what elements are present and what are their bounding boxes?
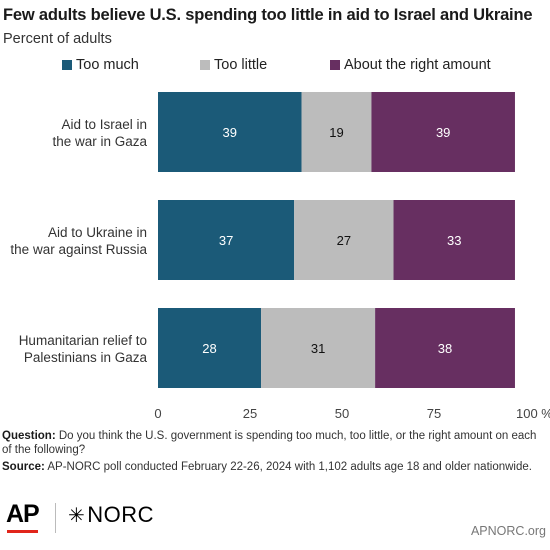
x-tick-label: 75 [427, 406, 441, 421]
legend-swatch-right-amount [330, 60, 340, 70]
bar-segment-too-little [261, 308, 376, 388]
ap-logo-underline [7, 530, 38, 533]
bar-segment-too-much [158, 92, 302, 172]
category-label: Humanitarian relief to [19, 333, 147, 348]
bar-value-label: 19 [329, 125, 343, 140]
category-label: Palestinians in Gaza [24, 350, 148, 365]
bar-segment-right-amount [393, 200, 515, 280]
norc-logo-text: NORC [87, 502, 155, 527]
category-label: the war in Gaza [52, 134, 147, 149]
footnote-source: Source: AP-NORC poll conducted February … [2, 460, 542, 474]
x-tick-label: 100 % [516, 406, 550, 421]
category-label: Aid to Israel in [61, 117, 147, 132]
norc-mark-icon: ✳ [68, 505, 86, 527]
x-tick-label: 50 [335, 406, 349, 421]
question-label: Question: [2, 430, 56, 442]
bar-segment-too-little [301, 92, 372, 172]
footnote-question: Question: Do you think the U.S. governme… [2, 429, 542, 457]
bar-value-label: 39 [436, 125, 450, 140]
bar-value-label: 33 [447, 233, 461, 248]
legend-item-right-amount: About the right amount [330, 57, 491, 73]
bar-value-label: 27 [337, 233, 351, 248]
bar-segment-too-much [158, 308, 262, 388]
source-label: Source: [2, 461, 45, 473]
credit-link[interactable]: APNORC.org [470, 524, 546, 538]
category-label: the war against Russia [10, 242, 147, 257]
chart-title: Few adults believe U.S. spending too lit… [3, 6, 533, 24]
legend-item-too-little: Too little [200, 57, 267, 73]
category-label: Aid to Ukraine in [48, 225, 147, 240]
norc-logo: ✳NORC [68, 502, 154, 528]
bar-segment-too-little [294, 200, 394, 280]
question-text: Do you think the U.S. government is spen… [2, 430, 537, 456]
bar-value-label: 39 [223, 125, 237, 140]
legend: Too much Too little About the right amou… [0, 57, 550, 77]
stacked-bar-chart: 39 19 39 Aid to Israel in the war in Gaza 37 2… [10, 92, 550, 421]
bar-segment-right-amount [371, 92, 515, 172]
chart-subtitle: Percent of adults [3, 31, 112, 47]
bar-segment-too-much [158, 200, 295, 280]
legend-swatch-too-little [200, 60, 210, 70]
bar-value-label: 28 [202, 341, 216, 356]
x-tick-label: 25 [243, 406, 257, 421]
bar-value-label: 38 [438, 341, 452, 356]
legend-item-too-much: Too much [62, 57, 139, 73]
ap-logo: AP [6, 500, 40, 528]
legend-swatch-too-much [62, 60, 72, 70]
bar-value-label: 31 [311, 341, 325, 356]
x-tick-label: 0 [154, 406, 161, 421]
legend-label-too-little: Too little [214, 57, 268, 73]
bar-value-label: 37 [219, 233, 233, 248]
legend-label-right-amount: About the right amount [344, 57, 491, 73]
bar-segment-right-amount [375, 308, 515, 388]
logo-divider [55, 503, 56, 533]
source-text: AP-NORC poll conducted February 22-26, 2… [47, 461, 532, 473]
legend-label-too-much: Too much [76, 57, 139, 73]
